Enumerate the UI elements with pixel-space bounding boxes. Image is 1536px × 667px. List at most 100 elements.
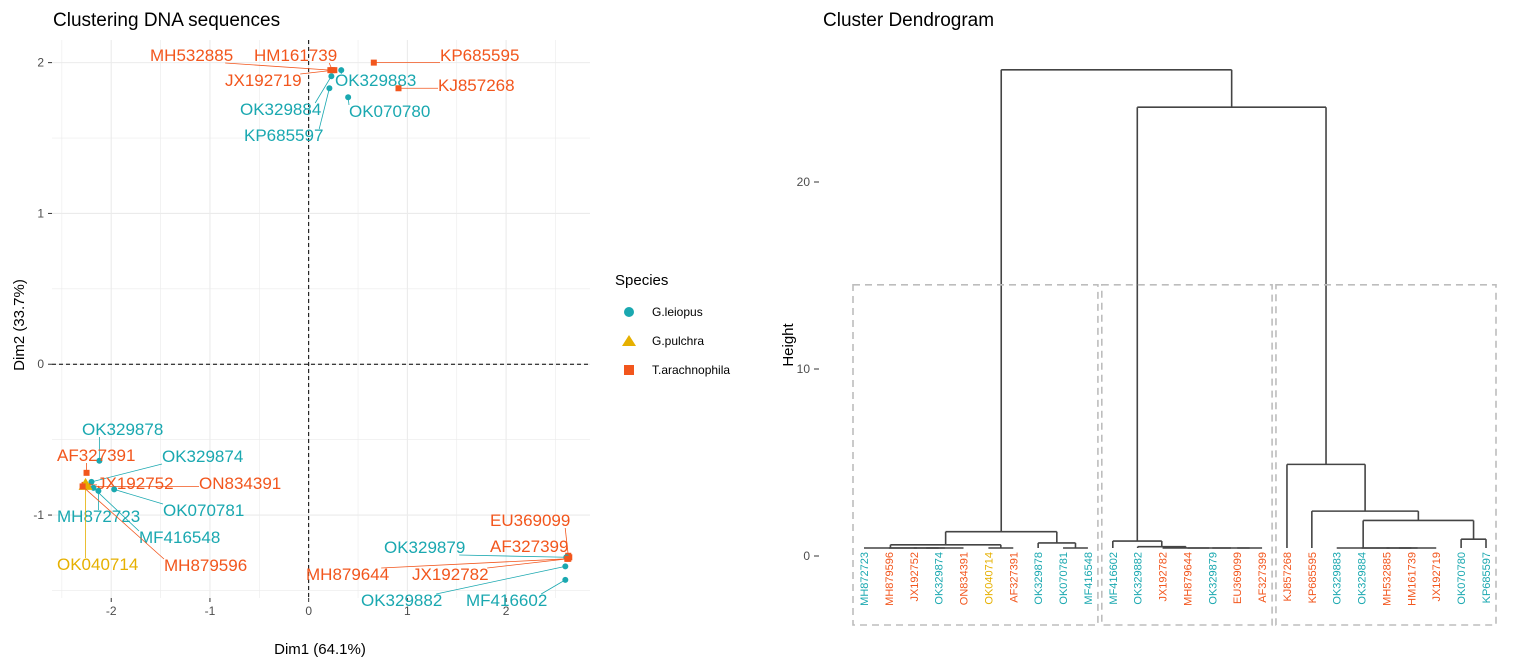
- leaf-label: MF416548: [1083, 552, 1095, 605]
- legend-marker-triangle: [622, 335, 636, 346]
- cluster-box: [852, 284, 1099, 626]
- point-label-connector: [436, 565, 566, 595]
- legend-item-label: G.leiopus: [652, 305, 703, 319]
- x-tick-label: 1: [404, 604, 411, 618]
- point-label: JX192719: [225, 71, 302, 90]
- point-label-connector: [540, 579, 566, 595]
- point-marker: [562, 576, 569, 583]
- y-tick-label: 1: [37, 206, 44, 220]
- point-label: KJ857268: [438, 76, 515, 95]
- point-marker: [95, 487, 102, 494]
- legend: Species G.leiopus G.pulchra T.arachnophila: [615, 272, 730, 377]
- point-marker: [326, 85, 333, 92]
- point-label: MH872723: [57, 507, 140, 526]
- point-label: OK040714: [57, 555, 138, 574]
- leaf-label: MF416602: [1108, 552, 1120, 605]
- x-tick-label: -1: [205, 604, 216, 618]
- point-label-connector: [114, 489, 164, 505]
- point-label: MH532885: [150, 46, 233, 65]
- point-label: MH879644: [306, 565, 389, 584]
- legend-item-label: G.pulchra: [652, 334, 704, 348]
- point-marker: [395, 85, 402, 92]
- point-label-connector: [225, 62, 331, 71]
- leaf-label: KJ857268: [1282, 552, 1294, 602]
- point-label: AF327399: [490, 537, 568, 556]
- point-label: OK329879: [384, 538, 465, 557]
- point-label: EU369099: [490, 511, 570, 530]
- leaf-label: MH879644: [1182, 552, 1194, 606]
- point-label: OK070781: [163, 501, 244, 520]
- point-label: MF416602: [466, 591, 547, 610]
- dendro-y-tick-label: 20: [797, 175, 811, 189]
- y-tick-label: 0: [37, 357, 44, 371]
- legend-marker-circle: [624, 307, 634, 317]
- point-label-connector: [91, 463, 163, 483]
- point-label: HM161739: [254, 46, 337, 65]
- leaf-label: KP685597: [1481, 552, 1493, 603]
- point-label: OK329883: [335, 71, 416, 90]
- legend-items: G.leiopus G.pulchra T.arachnophila: [622, 305, 730, 377]
- point-label: OK329884: [240, 100, 321, 119]
- leaf-label: AF327399: [1257, 552, 1269, 603]
- point-label-connector: [93, 487, 140, 532]
- point-label-connector: [300, 69, 335, 75]
- scatter-plot: -2 -1 0 1 2 2 1 0 -1 MH532885 HM161739 KP685595 JX19…: [33, 40, 590, 618]
- point-marker: [83, 469, 90, 476]
- point-label: AF327391: [57, 446, 135, 465]
- leaf-label: HM161739: [1406, 552, 1418, 606]
- leaf-label: AF327391: [1008, 552, 1020, 603]
- point-marker: [79, 483, 86, 490]
- leaf-label: MH532885: [1381, 552, 1393, 606]
- leaf-label: OK040714: [983, 552, 995, 605]
- leaf-label: JX192782: [1158, 552, 1170, 602]
- dendro-y-tick-label: 10: [797, 362, 811, 376]
- point-label: OK329882: [361, 591, 442, 610]
- point-marker: [345, 94, 352, 101]
- point-label-connector: [318, 88, 330, 130]
- point-label: OK070780: [349, 102, 430, 121]
- leaf-label: MH879596: [884, 552, 896, 606]
- cluster-box: [1275, 284, 1497, 626]
- point-label-connector: [487, 558, 569, 569]
- legend-title: Species: [615, 272, 668, 289]
- y-tick-label: -1: [33, 508, 44, 522]
- leaf-label: JX192752: [909, 552, 921, 602]
- x-tick-label: 2: [503, 604, 510, 618]
- leaf-label: OK329883: [1332, 552, 1344, 605]
- leaf-label: ON834391: [959, 552, 971, 605]
- dendro-y-tick-label: 0: [803, 549, 810, 563]
- point-marker: [565, 555, 572, 562]
- leaf-label: OK329874: [934, 552, 946, 605]
- point-marker: [96, 457, 103, 464]
- dendrogram-title: Cluster Dendrogram: [823, 10, 994, 31]
- point-label-connector: [314, 75, 332, 104]
- leaf-label: OK329878: [1033, 552, 1045, 605]
- point-marker: [88, 478, 95, 485]
- point-label-connector: [82, 486, 165, 560]
- point-marker: [331, 67, 338, 74]
- y-tick-label: 2: [37, 56, 44, 70]
- legend-item-label: T.arachnophila: [652, 363, 730, 377]
- point-marker: [328, 73, 335, 80]
- point-label: KP685595: [440, 46, 519, 65]
- leaf-label: OK070780: [1456, 552, 1468, 605]
- leaf-label: OK070781: [1058, 552, 1070, 605]
- leaf-label: MH872723: [859, 552, 871, 606]
- point-marker: [370, 59, 377, 66]
- point-label: MF416548: [139, 528, 220, 547]
- leaf-label: OK329882: [1133, 552, 1145, 605]
- dendrogram-plot: 0 10 20 MH872723 MH879596 JX192752 OK329874 ON8…: [797, 69, 1497, 626]
- point-label: MH879596: [164, 556, 247, 575]
- leaf-label: OK329884: [1357, 552, 1369, 605]
- leaf-label: KP685595: [1307, 552, 1319, 603]
- point-label: KP685597: [244, 126, 323, 145]
- leaf-label: JX192719: [1431, 552, 1443, 602]
- dendrogram-y-axis-title: Height: [780, 322, 797, 366]
- point-label: JX192782: [412, 565, 489, 584]
- scatter-title: Clustering DNA sequences: [53, 10, 280, 31]
- scatter-y-axis-title: Dim2 (33.7%): [11, 279, 28, 371]
- point-marker: [562, 563, 569, 570]
- cluster-box: [1101, 284, 1273, 626]
- point-marker: [338, 67, 345, 74]
